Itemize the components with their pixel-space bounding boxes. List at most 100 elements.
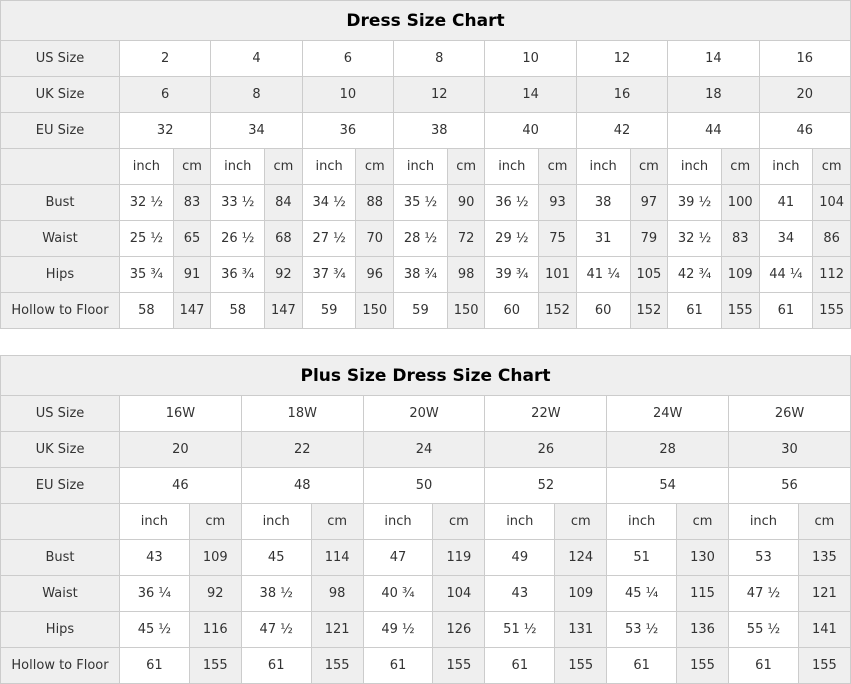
measure-inch-cell: 61 bbox=[119, 647, 190, 684]
size-value-cell: 24W bbox=[606, 395, 730, 432]
measure-inch-cell: 39 ¾ bbox=[484, 256, 540, 293]
measure-inch-cell: 32 ½ bbox=[119, 184, 174, 221]
size-row: EU Size 32 34 36 38 40 42 44 46 bbox=[0, 112, 851, 149]
measure-cm-cell: 65 bbox=[172, 220, 212, 257]
row-label-cell: Hips bbox=[0, 611, 121, 648]
measure-cm-cell: 100 bbox=[720, 184, 760, 221]
plus-size-dress-size-chart-table: Plus Size Dress Size Chart US Size 16W 18W 2… bbox=[0, 355, 851, 684]
measure-cm-cell: 96 bbox=[355, 256, 395, 293]
measure-cm-cell: 155 bbox=[432, 647, 486, 684]
size-value-cell: 46 bbox=[758, 112, 851, 149]
chart-title-row: Plus Size Dress Size Chart bbox=[0, 355, 851, 396]
row-label-cell: US Size bbox=[0, 395, 121, 432]
size-value-cell: 22W bbox=[484, 395, 608, 432]
unit-cm-cell: cm bbox=[797, 503, 851, 540]
measure-inch-cell: 61 bbox=[240, 647, 312, 684]
measure-inch-cell: 31 bbox=[575, 220, 631, 257]
size-value-cell: 56 bbox=[728, 467, 851, 504]
measure-inch-cell: 36 ½ bbox=[484, 184, 540, 221]
measure-inch-cell: 34 ½ bbox=[301, 184, 357, 221]
measure-inch-cell: 43 bbox=[119, 539, 190, 576]
plus-size-dress-size-chart-section: Plus Size Dress Size Chart US Size 16W 18W 2… bbox=[0, 355, 851, 684]
size-value-cell: 18W bbox=[240, 395, 364, 432]
unit-inch-cell: inch bbox=[119, 148, 174, 185]
measure-inch-cell: 36 ¾ bbox=[210, 256, 266, 293]
measure-row: Hips 45 ½ 116 47 ½ 121 49 ½ 126 51 ½ 131 53 ½ 136 5… bbox=[0, 611, 851, 648]
measure-inch-cell: 35 ½ bbox=[393, 184, 448, 221]
measure-cm-cell: 147 bbox=[264, 292, 303, 329]
measure-cm-cell: 155 bbox=[812, 292, 851, 329]
size-value-cell: 4 bbox=[210, 40, 303, 77]
measure-cm-cell: 155 bbox=[310, 647, 364, 684]
measure-cm-cell: 155 bbox=[554, 647, 608, 684]
unit-inch-cell: inch bbox=[484, 148, 540, 185]
size-value-cell: 42 bbox=[575, 112, 669, 149]
size-value-cell: 18 bbox=[667, 76, 760, 113]
measure-inch-cell: 39 ½ bbox=[667, 184, 722, 221]
size-value-cell: 10 bbox=[484, 40, 577, 77]
measure-cm-cell: 136 bbox=[675, 611, 730, 648]
measure-cm-cell: 121 bbox=[797, 575, 851, 612]
row-label-cell: Hollow to Floor bbox=[0, 647, 121, 684]
unit-cm-cell: cm bbox=[629, 148, 669, 185]
measure-cm-cell: 109 bbox=[188, 539, 242, 576]
size-value-cell: 30 bbox=[728, 431, 851, 468]
measure-row: Bust 32 ½ 83 33 ½ 84 34 ½ 88 35 ½ 90 36 ½ 93 38 97 39… bbox=[0, 184, 851, 221]
measure-cm-cell: 155 bbox=[188, 647, 242, 684]
measure-cm-cell: 75 bbox=[538, 220, 577, 257]
size-row: US Size 16W 18W 20W 22W 24W 26W bbox=[0, 395, 851, 432]
measure-inch-cell: 55 ½ bbox=[728, 611, 799, 648]
measure-cm-cell: 147 bbox=[172, 292, 212, 329]
measure-row: Bust 43 109 45 114 47 119 49 124 51 130 53 135 bbox=[0, 539, 851, 576]
size-value-cell: 8 bbox=[393, 40, 486, 77]
size-value-cell: 2 bbox=[119, 40, 212, 77]
measure-cm-cell: 88 bbox=[355, 184, 395, 221]
row-label-cell: EU Size bbox=[0, 112, 121, 149]
size-value-cell: 50 bbox=[362, 467, 486, 504]
measure-row: Waist 25 ½ 65 26 ½ 68 27 ½ 70 28 ½ 72 29 ½ 75 31 79 3… bbox=[0, 220, 851, 257]
dress-size-chart-section: Dress Size Chart US Size 2 4 6 8 10 12 14 16 UK Si… bbox=[0, 0, 851, 329]
measure-cm-cell: 124 bbox=[554, 539, 608, 576]
unit-inch-cell: inch bbox=[119, 503, 190, 540]
measure-inch-cell: 32 ½ bbox=[667, 220, 722, 257]
measure-cm-cell: 68 bbox=[264, 220, 303, 257]
measure-cm-cell: 116 bbox=[188, 611, 242, 648]
measure-inch-cell: 59 bbox=[301, 292, 357, 329]
measure-cm-cell: 109 bbox=[554, 575, 608, 612]
size-value-cell: 26 bbox=[484, 431, 608, 468]
measure-inch-cell: 61 bbox=[362, 647, 434, 684]
size-value-cell: 6 bbox=[119, 76, 212, 113]
measure-cm-cell: 115 bbox=[675, 575, 730, 612]
measure-cm-cell: 155 bbox=[720, 292, 760, 329]
size-value-cell: 14 bbox=[484, 76, 577, 113]
measure-cm-cell: 93 bbox=[538, 184, 577, 221]
unit-inch-cell: inch bbox=[484, 503, 556, 540]
unit-inch-cell: inch bbox=[606, 503, 677, 540]
unit-cm-cell: cm bbox=[720, 148, 760, 185]
size-value-cell: 14 bbox=[667, 40, 760, 77]
chart-title: Dress Size Chart bbox=[0, 0, 851, 41]
unit-cm-cell: cm bbox=[538, 148, 577, 185]
unit-inch-cell: inch bbox=[301, 148, 357, 185]
measure-cm-cell: 101 bbox=[538, 256, 577, 293]
measure-cm-cell: 104 bbox=[432, 575, 486, 612]
measure-inch-cell: 33 ½ bbox=[210, 184, 266, 221]
unit-cm-cell: cm bbox=[675, 503, 730, 540]
measure-inch-cell: 49 ½ bbox=[362, 611, 434, 648]
unit-inch-cell: inch bbox=[362, 503, 434, 540]
measure-cm-cell: 141 bbox=[797, 611, 851, 648]
measure-inch-cell: 43 bbox=[484, 575, 556, 612]
measure-cm-cell: 130 bbox=[675, 539, 730, 576]
measure-cm-cell: 135 bbox=[797, 539, 851, 576]
measure-inch-cell: 47 ½ bbox=[240, 611, 312, 648]
size-value-cell: 16W bbox=[119, 395, 242, 432]
measure-cm-cell: 92 bbox=[264, 256, 303, 293]
measure-inch-cell: 44 ¼ bbox=[758, 256, 814, 293]
units-row: inch cm inch cm inch cm inch cm inch cm inch cm inch… bbox=[0, 148, 851, 185]
measure-row: Waist 36 ¼ 92 38 ½ 98 40 ¾ 104 43 109 45 ¼ 115 47 ½… bbox=[0, 575, 851, 612]
size-row: UK Size 6 8 10 12 14 16 18 20 bbox=[0, 76, 851, 113]
measure-inch-cell: 61 bbox=[667, 292, 722, 329]
unit-cm-cell: cm bbox=[432, 503, 486, 540]
measure-inch-cell: 53 bbox=[728, 539, 799, 576]
